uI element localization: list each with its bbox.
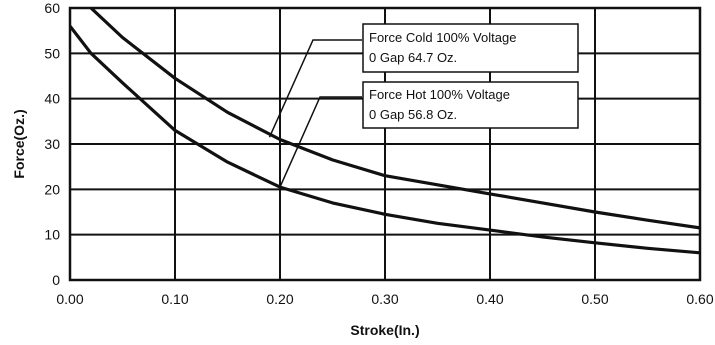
annotation-cold: Force Cold 100% Voltage 0 Gap 64.7 Oz. [268,23,579,138]
series-line-1 [88,8,700,230]
y-tick-label: 50 [44,45,60,61]
x-tick-label: 0.30 [371,291,398,307]
y-tick-label: 30 [44,136,60,152]
x-tick-label: 0.50 [581,291,608,307]
annotation-hot-line2: 0 Gap 56.8 Oz. [369,107,457,122]
y-tick-label: 20 [44,181,60,197]
plot-frame [68,6,702,282]
annotation-hot-leader [279,96,362,188]
x-tick-label: 0.00 [56,291,83,307]
annotation-hot-box [362,81,579,129]
x-axis-title: Stroke(In.) [350,322,419,338]
y-tick-labels: 0 10 20 30 40 50 60 [44,0,60,288]
x-tick-labels: 0.00 0.10 0.20 0.30 0.40 0.50 0.60 [56,291,713,307]
annotation-cold-line1: Force Cold 100% Voltage [369,30,516,45]
y-tick-label: 0 [52,272,60,288]
x-tick-label: 0.10 [161,291,188,307]
annotation-cold-line2: 0 Gap 64.7 Oz. [369,50,457,65]
x-tick-label: 0.40 [476,291,503,307]
series-group [70,8,700,255]
annotation-cold-box [362,23,579,73]
annotation-cold-leader [268,39,362,138]
y-tick-label: 60 [44,0,60,16]
y-tick-label: 40 [44,91,60,107]
annotation-hot-line1: Force Hot 100% Voltage [369,87,510,102]
x-tick-label: 0.60 [686,291,713,307]
annotation-hot: Force Hot 100% Voltage 0 Gap 56.8 Oz. [279,81,579,188]
y-axis-title: Force(Oz.) [11,109,27,178]
y-tick-label: 10 [44,227,60,243]
series-line-2 [70,25,700,255]
x-tick-label: 0.20 [266,291,293,307]
